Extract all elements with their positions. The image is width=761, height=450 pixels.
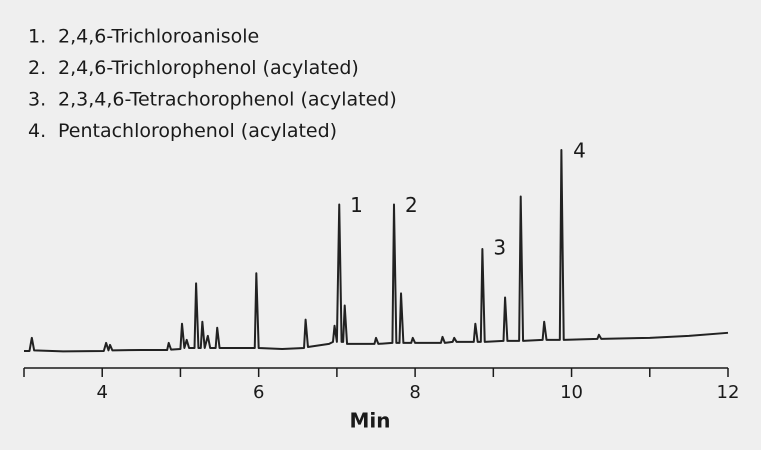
peak-label: 1 <box>350 193 363 217</box>
x-tick-label: 6 <box>253 382 264 403</box>
chromatogram-trace <box>24 149 729 353</box>
x-axis-label: Min <box>350 409 391 433</box>
x-tick-label: 12 <box>717 382 740 403</box>
legend-number: 2. <box>28 57 46 79</box>
legend-name: 2,4,6-Trichlorophenol (acylated) <box>58 57 359 79</box>
x-tick-label: 4 <box>96 382 107 403</box>
peak-label: 2 <box>405 193 418 217</box>
legend-number: 3. <box>28 89 46 111</box>
x-tick-label: 8 <box>409 382 420 403</box>
x-tick-label: 10 <box>560 382 583 403</box>
legend-name: 2,4,6-Trichloroanisole <box>58 26 259 48</box>
peak-label: 4 <box>573 139 586 163</box>
legend-number: 4. <box>28 120 46 142</box>
legend-name: 2,3,4,6-Tetrachorophenol (acylated) <box>58 89 397 111</box>
peak-label: 3 <box>493 235 506 259</box>
legend-number: 1. <box>28 26 46 48</box>
legend-name: Pentachlorophenol (acylated) <box>58 120 337 142</box>
